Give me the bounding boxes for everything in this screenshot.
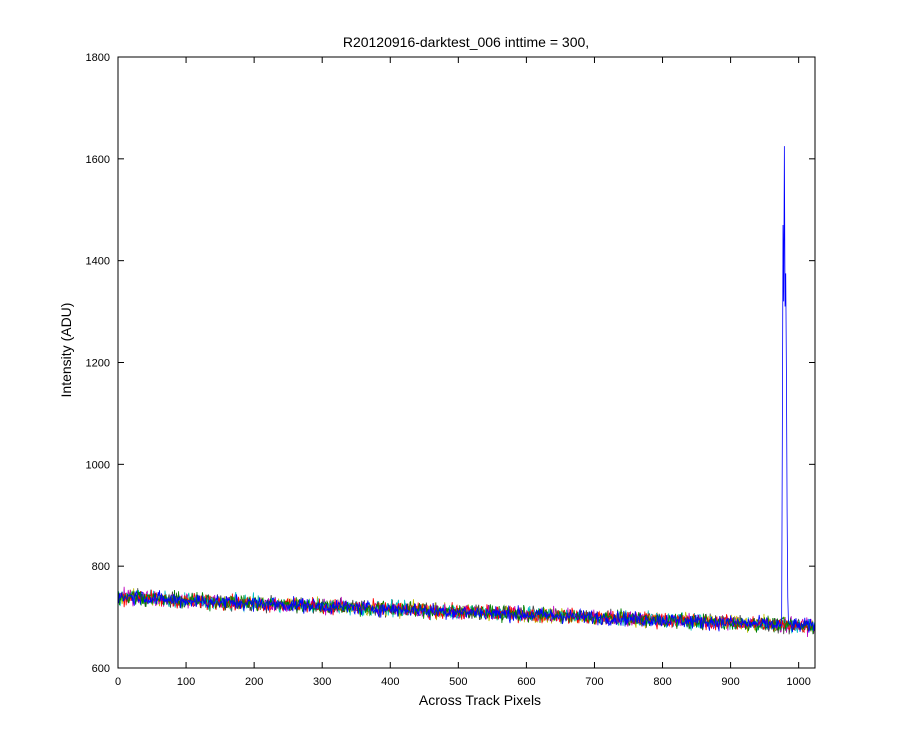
y-axis-label: Intensity (ADU) <box>58 303 74 398</box>
x-tick-label: 0 <box>115 676 121 688</box>
ticks-layer: 0 100 200 300 400 500 600 700 800 900 1000 600 800 10… <box>86 52 815 688</box>
x-tick-label: 200 <box>245 676 263 688</box>
y-tick-label: 800 <box>92 561 110 573</box>
x-tick-label: 600 <box>517 676 535 688</box>
y-tick-label: 1000 <box>86 459 110 471</box>
series-layer <box>118 146 815 637</box>
chart-title: R20120916-darktest_006 inttime = 300, <box>343 34 589 50</box>
x-tick-label: 100 <box>177 676 195 688</box>
y-tick-label: 1800 <box>86 52 110 64</box>
x-tick-label: 1000 <box>786 676 810 688</box>
x-axis-label: Across Track Pixels <box>419 692 541 708</box>
x-tick-label: 400 <box>381 676 399 688</box>
y-tick-label: 1400 <box>86 256 110 268</box>
y-tick-label: 1200 <box>86 358 110 370</box>
x-tick-label: 500 <box>449 676 467 688</box>
y-tick-label: 600 <box>92 663 110 675</box>
plot-background <box>118 57 815 668</box>
series-line-2 <box>118 590 815 635</box>
series-line-1 <box>118 146 815 633</box>
x-tick-label: 700 <box>585 676 603 688</box>
x-tick-label: 900 <box>721 676 739 688</box>
x-tick-label: 800 <box>653 676 671 688</box>
x-tick-label: 300 <box>313 676 331 688</box>
y-tick-label: 1600 <box>86 154 110 166</box>
